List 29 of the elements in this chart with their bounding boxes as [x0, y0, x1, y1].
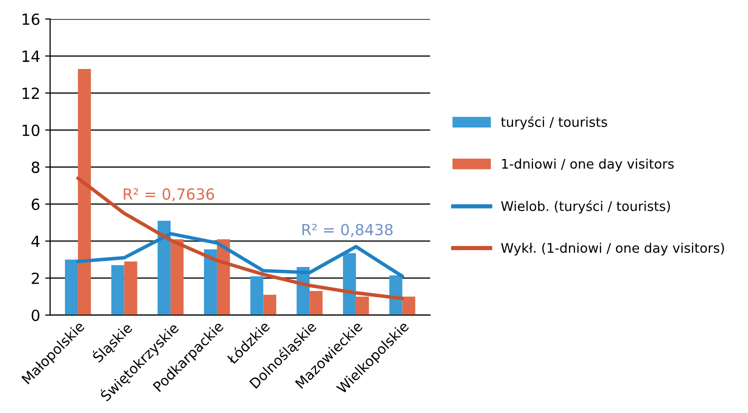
annotation: R² = 0,8438	[302, 224, 393, 237]
bar	[402, 296, 416, 316]
bar	[158, 220, 171, 316]
bar	[310, 291, 323, 316]
legend-label: 1-dniowi / one day visitors	[502, 158, 674, 172]
y-tick-label: 0	[32, 310, 40, 322]
y-tick-label: 2	[32, 272, 39, 284]
bar	[170, 239, 184, 316]
annotation: R² = 0,7636	[124, 188, 214, 202]
bar	[263, 294, 276, 316]
bar	[64, 260, 78, 316]
y-tick-label: 16	[22, 13, 40, 26]
bar	[204, 249, 217, 316]
y-tick-label: 14	[22, 50, 40, 62]
y-tick-label: 12	[22, 87, 39, 99]
y-tick-label: 4	[31, 236, 40, 247]
bar	[78, 68, 91, 316]
bar	[342, 253, 356, 316]
y-tick-label: 10	[22, 124, 40, 136]
bar	[356, 296, 369, 316]
bar	[250, 276, 264, 316]
y-tick-label: 6	[32, 198, 40, 210]
legend-label: Wielob. (turyści / tourists)	[501, 200, 670, 214]
bar	[124, 261, 138, 316]
legend-label: Wykł. (1-dniowi / one day visitors)	[501, 242, 724, 256]
line-series	[76, 176, 404, 300]
legend-label: turyści / tourists	[501, 116, 608, 130]
y-tick-label: 8	[32, 162, 40, 174]
bar	[111, 265, 124, 316]
